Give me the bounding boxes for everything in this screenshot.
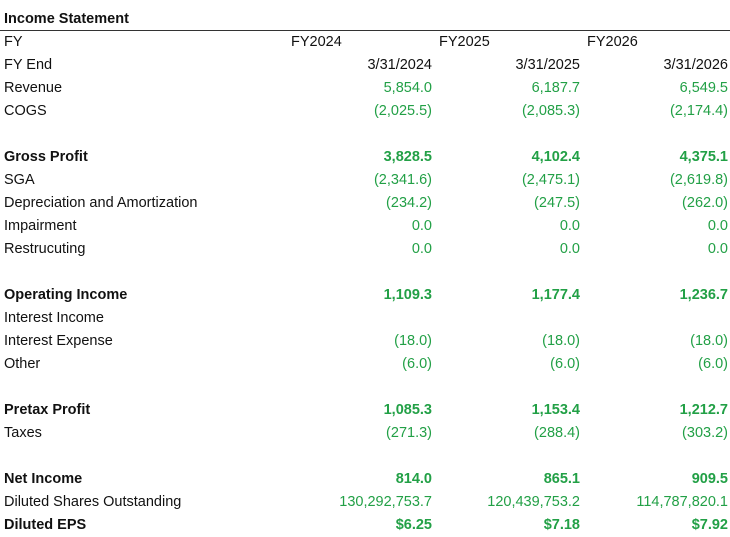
value-cell: 120,439,753.2: [487, 494, 580, 510]
value-cell: 814.0: [395, 471, 432, 487]
fy-label: FY2026: [587, 34, 638, 50]
row-label: Gross Profit: [4, 149, 88, 165]
fy-label: FY2024: [291, 34, 342, 50]
value-cell: 3,828.5: [383, 149, 432, 165]
value-cell: (6.0): [698, 356, 728, 372]
value-cell: 1,212.7: [679, 402, 728, 418]
value-cell: 909.5: [691, 471, 728, 487]
row-label: Net Income: [4, 471, 83, 487]
value-cell: $6.25: [395, 517, 432, 533]
value-cell: (288.4): [534, 425, 580, 441]
row-label: Taxes: [4, 425, 42, 441]
value-cell: 114,787,820.1: [636, 494, 728, 510]
row-label: COGS: [4, 103, 47, 119]
value-cell: (18.0): [394, 333, 432, 349]
value-cell: $7.92: [691, 517, 728, 533]
value-cell: (2,619.8): [669, 172, 728, 188]
row-label: Restrucuting: [4, 241, 86, 257]
value-cell: 0.0: [707, 218, 728, 234]
row-label: Diluted EPS: [4, 517, 87, 533]
value-cell: (6.0): [402, 356, 432, 372]
fy-label: FY2025: [439, 34, 490, 50]
row-label: FY End: [4, 57, 53, 73]
value-cell: (18.0): [690, 333, 728, 349]
row-label: Depreciation and Amortization: [4, 195, 198, 211]
value-cell: 5,854.0: [383, 80, 432, 96]
value-cell: 0.0: [707, 241, 728, 257]
fy-end-date: 3/31/2024: [367, 57, 432, 73]
value-cell: $7.18: [543, 517, 580, 533]
value-cell: 1,177.4: [531, 287, 580, 303]
value-cell: 865.1: [543, 471, 580, 487]
sheet-title: Income Statement: [4, 11, 129, 27]
value-cell: (271.3): [386, 425, 432, 441]
value-cell: 4,102.4: [531, 149, 580, 165]
value-cell: 4,375.1: [679, 149, 728, 165]
value-cell: (2,341.6): [373, 172, 432, 188]
value-cell: (247.5): [534, 195, 580, 211]
value-cell: 1,236.7: [679, 287, 728, 303]
row-label: Operating Income: [4, 287, 128, 303]
row-label: Interest Expense: [4, 333, 113, 349]
row-label: Interest Income: [4, 310, 104, 326]
row-label: SGA: [4, 172, 35, 188]
value-cell: 1,153.4: [531, 402, 580, 418]
value-cell: 0.0: [411, 241, 432, 257]
value-cell: 0.0: [559, 218, 580, 234]
row-label: Diluted Shares Outstanding: [4, 494, 182, 510]
fy-end-date: 3/31/2026: [663, 57, 728, 73]
value-cell: (2,025.5): [373, 103, 432, 119]
value-cell: 6,187.7: [531, 80, 580, 96]
header-rule: [0, 30, 730, 31]
row-label: Other: [4, 356, 41, 372]
row-label: Revenue: [4, 80, 63, 96]
value-cell: (303.2): [682, 425, 728, 441]
value-cell: (234.2): [386, 195, 432, 211]
row-label: Pretax Profit: [4, 402, 91, 418]
row-label: Impairment: [4, 218, 77, 234]
value-cell: (262.0): [682, 195, 728, 211]
value-cell: (2,174.4): [669, 103, 728, 119]
fy-end-date: 3/31/2025: [515, 57, 580, 73]
row-label: FY: [4, 34, 23, 50]
value-cell: (2,085.3): [521, 103, 580, 119]
value-cell: (18.0): [542, 333, 580, 349]
value-cell: 0.0: [559, 241, 580, 257]
value-cell: 130,292,753.7: [339, 494, 432, 510]
value-cell: 6,549.5: [679, 80, 728, 96]
value-cell: 1,085.3: [383, 402, 432, 418]
value-cell: (2,475.1): [521, 172, 580, 188]
value-cell: (6.0): [550, 356, 580, 372]
value-cell: 0.0: [411, 218, 432, 234]
value-cell: 1,109.3: [383, 287, 432, 303]
